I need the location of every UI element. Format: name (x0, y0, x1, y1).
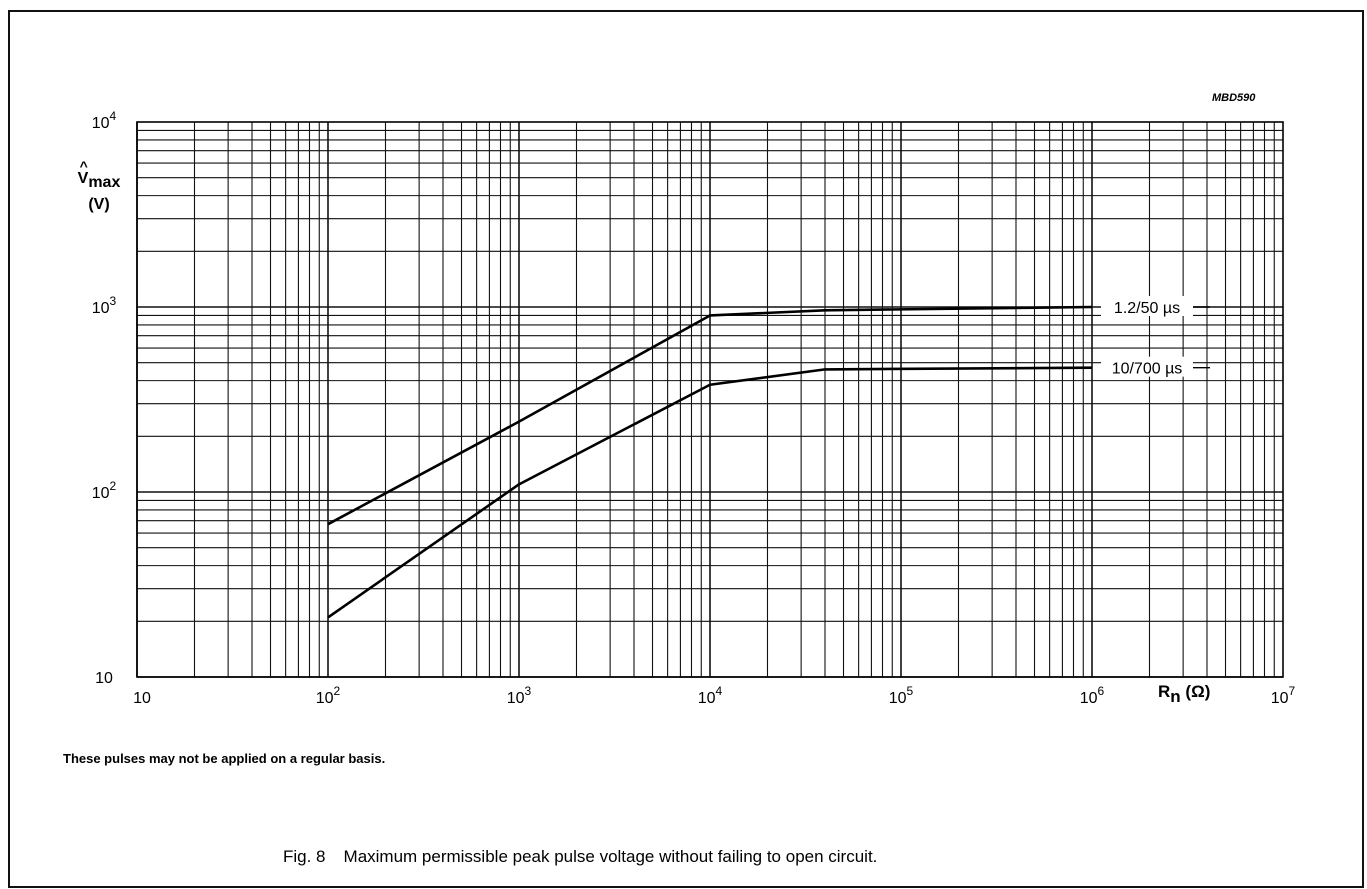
y-tick-label: 104 (92, 109, 117, 132)
figure-code: MBD590 (1212, 92, 1256, 104)
x-tick-label: 104 (698, 684, 723, 707)
y-tick-label: 10 (95, 670, 113, 687)
x-tick-label: 105 (889, 684, 914, 707)
x-axis-label: Rn (Ω) (1158, 682, 1210, 707)
x-axis-subscript: n (1170, 687, 1181, 706)
y-axis-subscript: max (88, 174, 121, 191)
x-tick-label: 103 (507, 684, 532, 707)
y-tick-label: 103 (92, 294, 117, 317)
y-axis-symbol: V (77, 170, 89, 187)
series-layer: 1.2/50 µs 10/700 µs (327, 296, 1210, 619)
y-axis-label: ^ Vmax (V) (64, 158, 134, 216)
figure-caption: Fig. 8 Maximum permissible peak pulse vol… (283, 847, 877, 867)
series-label-bg-1 (1101, 296, 1193, 316)
x-tick-labels: 10 102 103 104 105 106 107 (133, 684, 1295, 707)
x-tick-label: 102 (316, 684, 341, 707)
plot-border (136, 121, 1284, 678)
x-tick-label: 106 (1080, 684, 1105, 707)
series-label-bg-2 (1101, 356, 1193, 377)
y-tick-labels: 10 102 103 104 (92, 109, 117, 687)
x-tick-label: 10 (133, 690, 151, 707)
series-line-2 (327, 366, 1093, 619)
x-axis-unit: (Ω) (1185, 682, 1211, 701)
series-label-1: 1.2/50 µs (1114, 300, 1180, 317)
y-axis-hat: ^ (79, 158, 88, 174)
grid-major (136, 122, 1283, 678)
series-line-1 (327, 305, 1093, 526)
figure-frame (8, 10, 1364, 888)
series-label-2: 10/700 µs (1112, 361, 1183, 378)
x-tick-label: 107 (1271, 684, 1296, 707)
footnote: These pulses may not be applied on a reg… (63, 751, 386, 766)
figure-number: Fig. 8 (283, 847, 326, 866)
x-axis-symbol: R (1158, 682, 1171, 701)
y-tick-label: 102 (92, 479, 117, 502)
y-axis-unit: (V) (88, 196, 110, 213)
caption-text: Maximum permissible peak pulse voltage w… (343, 847, 878, 866)
